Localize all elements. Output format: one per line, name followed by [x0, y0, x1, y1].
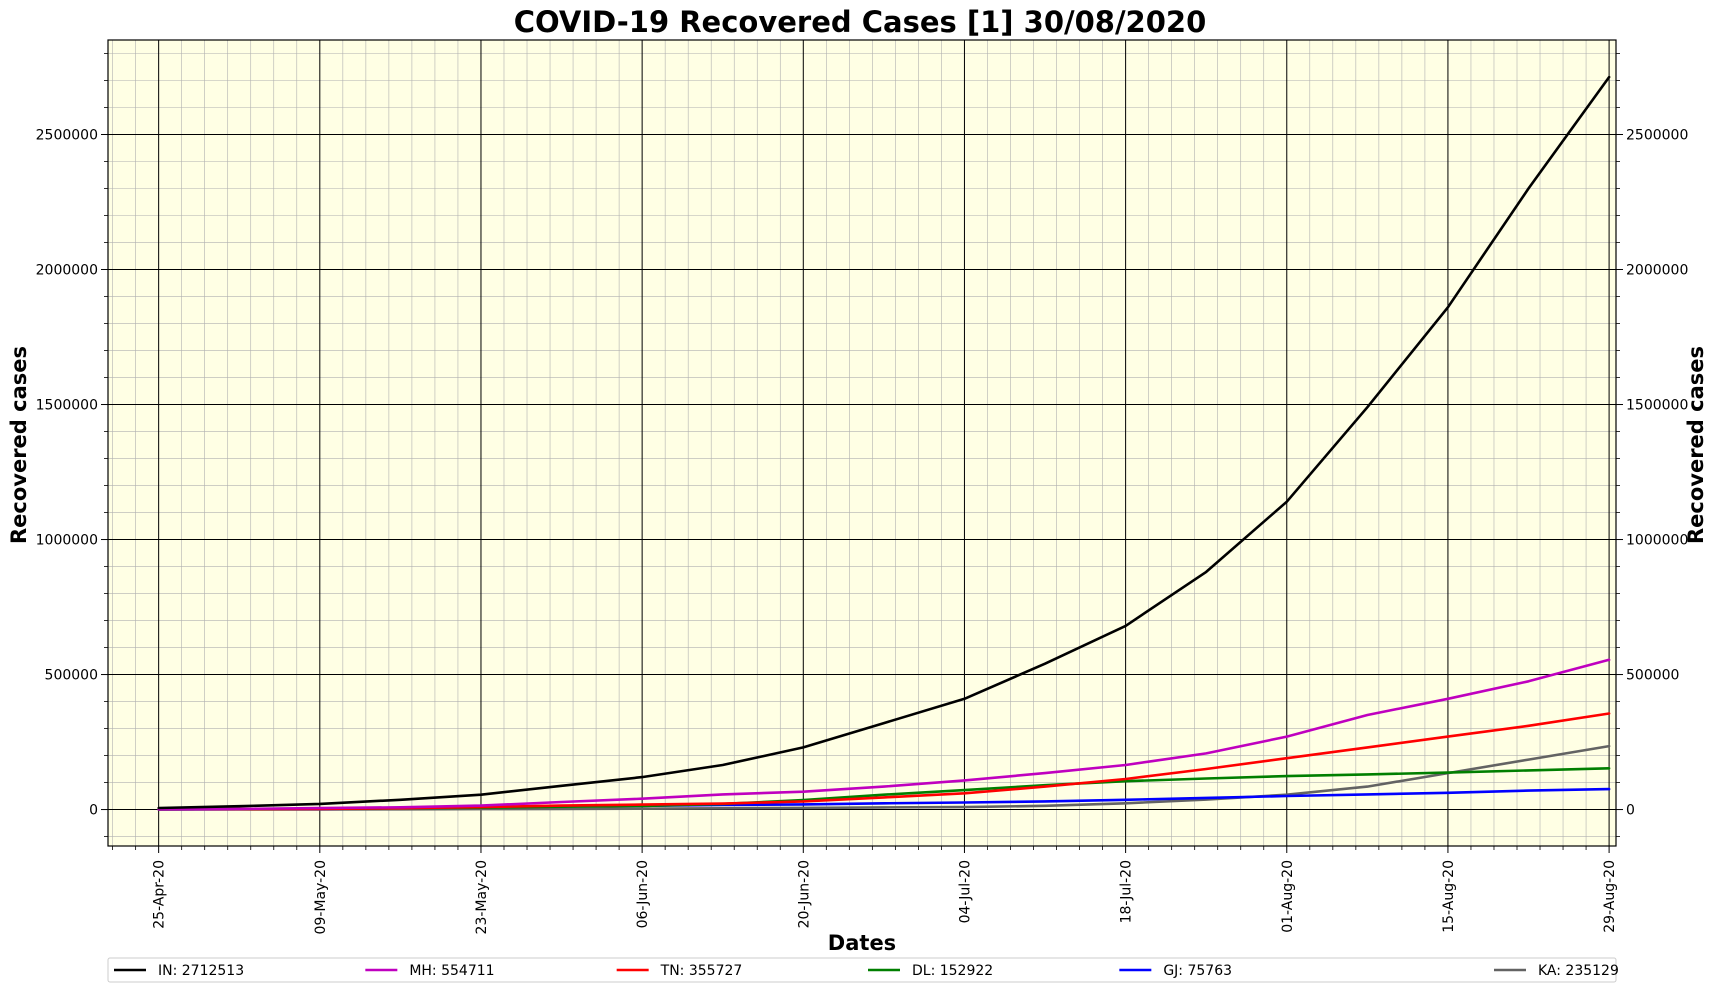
legend-item: GJ: 75763 [1119, 963, 1232, 979]
y-tick-label-right: 2000000 [1626, 263, 1688, 279]
legend-label: TN: 355727 [660, 963, 743, 979]
legend: IN: 2712513 MH: 554711 TN: 355727 DL: 15292… [107, 957, 1619, 983]
y-axis-label-right: Recovered cases [1684, 346, 1708, 544]
y-tick-label-left: 1500000 [36, 398, 98, 414]
x-tick-label: 20-Jun-20 [796, 860, 812, 928]
legend-label: IN: 2712513 [158, 963, 244, 979]
y-tick-label-right: 500000 [1626, 668, 1679, 684]
legend-item: DL: 152922 [868, 963, 993, 979]
y-tick-label-right: 1000000 [1626, 533, 1688, 549]
series-line-in [157, 75, 1611, 810]
y-tick-label-left: 1000000 [36, 533, 98, 549]
legend-label: GJ: 75763 [1163, 963, 1232, 979]
legend-label: MH: 554711 [409, 963, 494, 979]
y-tick-label-left: 2000000 [36, 263, 98, 279]
series-layer [157, 75, 1611, 811]
x-tick-label: 04-Jul-20 [957, 860, 973, 923]
x-tick-labels: 25-Apr-20 09-May-20 23-May-20 06-Jun-20 20-J… [152, 860, 1618, 934]
series-line-mh [157, 658, 1611, 811]
legend-label: KA: 235129 [1538, 963, 1619, 979]
legend-item: KA: 235129 [1494, 963, 1619, 979]
legend-item: MH: 554711 [365, 963, 495, 979]
x-tick-label: 09-May-20 [313, 860, 329, 934]
x-tick-label: 06-Jun-20 [635, 860, 651, 928]
x-tick-label: 01-Aug-20 [1280, 860, 1296, 933]
x-tick-label: 23-May-20 [474, 860, 490, 934]
chart-title: COVID-19 Recovered Cases [1] 30/08/2020 [514, 5, 1207, 39]
x-tick-label: 18-Jul-20 [1119, 860, 1135, 923]
y-tick-label-right: 1500000 [1626, 398, 1688, 414]
y-axis-label: Recovered cases [7, 346, 31, 544]
plot-area [108, 40, 1616, 846]
y-tick-label-left: 2500000 [36, 128, 98, 144]
y-tick-labels: 0 0 500000 500000 1000000 1000000 1500000 15000… [36, 128, 1689, 819]
legend-item: TN: 355727 [616, 963, 743, 979]
x-tick-label: 25-Apr-20 [152, 860, 168, 929]
y-tick-label-left: 0 [89, 803, 98, 819]
legend-frame [107, 957, 1617, 983]
x-tick-label: 29-Aug-20 [1602, 860, 1618, 933]
major-grid [108, 40, 1616, 846]
y-tick-label-right: 2500000 [1626, 128, 1688, 144]
legend-item: IN: 2712513 [114, 963, 244, 979]
y-tick-label-right: 0 [1626, 803, 1635, 819]
axis-ticks [101, 53, 1623, 853]
x-axis-label: Dates [828, 931, 896, 955]
minor-grid [108, 40, 1616, 846]
plot-frame [107, 39, 1617, 847]
x-tick-label: 15-Aug-20 [1441, 860, 1457, 933]
legend-label: DL: 152922 [912, 963, 993, 979]
y-tick-label-left: 500000 [45, 668, 98, 684]
